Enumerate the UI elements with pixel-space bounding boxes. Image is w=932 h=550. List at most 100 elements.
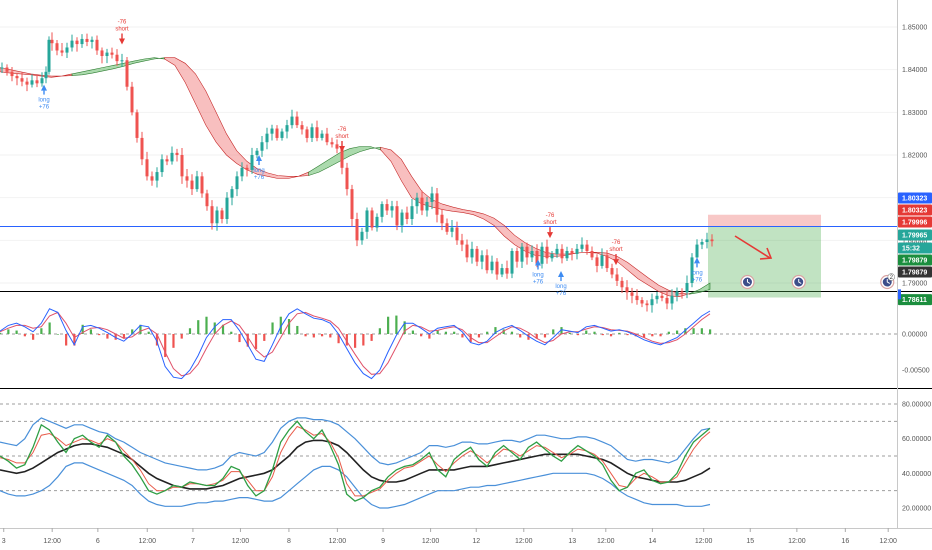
macd-histogram-bar xyxy=(296,325,299,334)
long-signal[interactable]: long+76 xyxy=(253,155,265,181)
candle-body xyxy=(70,40,74,48)
price-tick-label: 1.84000 xyxy=(902,67,927,74)
candle-body xyxy=(610,268,614,275)
candle-body xyxy=(40,78,44,84)
candle-body xyxy=(90,39,94,42)
price-tag-label: 1.80323 xyxy=(902,196,927,203)
long-signal-label: long xyxy=(691,270,702,276)
time-label: 9 xyxy=(381,538,385,545)
candle-body xyxy=(30,80,34,85)
arrow-up-icon xyxy=(694,257,700,264)
rsi-baseline xyxy=(0,439,711,490)
candle-body xyxy=(130,86,134,113)
candle-body xyxy=(55,43,59,51)
candle-body xyxy=(300,125,304,130)
macd-histogram-bar xyxy=(601,334,604,336)
arrow-down-icon xyxy=(547,232,553,239)
macd-histogram-bar xyxy=(221,324,225,334)
macd-histogram-bar xyxy=(651,334,654,337)
macd-histogram-bar xyxy=(552,329,555,334)
time-label: 12:00 xyxy=(138,538,156,545)
macd-histogram-bar xyxy=(106,334,109,339)
position-reward-zone[interactable] xyxy=(708,226,821,298)
price-tag-red[interactable]: 1.80323 xyxy=(898,204,932,216)
candle-body xyxy=(695,244,699,258)
time-label: 12:00 xyxy=(597,538,615,545)
short-signal-label: -76 xyxy=(338,127,347,133)
rsi-panel[interactable] xyxy=(0,403,897,509)
macd-panel[interactable] xyxy=(0,308,897,380)
macd-histogram-bar xyxy=(213,322,216,334)
macd-histogram-bar xyxy=(675,330,679,334)
candle-body xyxy=(120,60,124,62)
candle-body xyxy=(185,176,189,181)
time-label: 14 xyxy=(649,538,657,545)
price-tag-teal[interactable]: 1.79965 xyxy=(898,229,932,241)
time-scale[interactable]: 3 12:00 6 12:00 7 12:00 8 12:00 9 12:00 12 12:00 13 1… xyxy=(2,528,897,545)
candle-body xyxy=(450,227,454,232)
projection-arrow[interactable] xyxy=(734,235,771,259)
candle-body xyxy=(235,176,239,190)
long-signal-label: +76 xyxy=(533,280,544,286)
candle-body xyxy=(480,255,484,262)
candle-body xyxy=(330,142,334,145)
price-tag-dark[interactable]: 1.79879 xyxy=(898,266,932,278)
long-signal[interactable]: long+76 xyxy=(38,84,50,111)
macd-histogram-bar xyxy=(345,334,348,346)
macd-histogram-bar xyxy=(65,334,68,346)
event-marker[interactable] xyxy=(740,274,755,290)
candle-body xyxy=(370,210,374,228)
candle-body xyxy=(400,212,404,226)
event-marker[interactable]: 2 xyxy=(880,273,895,290)
price-tag-blue[interactable]: 1.80323 xyxy=(898,192,932,204)
candle-body xyxy=(505,268,509,274)
candle-body xyxy=(670,295,674,304)
candle-body xyxy=(460,240,464,245)
long-signal[interactable]: long+76 xyxy=(691,257,703,283)
macd-histogram-bar xyxy=(370,334,373,341)
candle-body xyxy=(220,210,224,219)
candle-body xyxy=(295,116,299,126)
candle-body xyxy=(47,39,51,72)
candle-body xyxy=(700,242,704,245)
position-risk-zone[interactable] xyxy=(708,214,821,227)
rsi-tick-label: 20.00000 xyxy=(902,506,931,513)
macd-histogram-bar xyxy=(667,331,670,334)
cloud-bullish xyxy=(689,282,711,295)
macd-histogram-bar xyxy=(684,328,687,334)
price-tag-green[interactable]: 1.78611 xyxy=(898,294,932,306)
macd-histogram-bar xyxy=(180,334,183,339)
price-scale[interactable]: 1.850001.840001.830001.820001.810001.800… xyxy=(898,25,932,513)
candle-body xyxy=(660,295,664,298)
price-tag-teal[interactable]: 15:32 xyxy=(898,242,932,254)
macd-histogram-bar xyxy=(320,334,324,337)
candle-body xyxy=(230,189,234,198)
candle-body xyxy=(630,292,634,296)
candle-body xyxy=(345,167,349,190)
rsi-band-upper xyxy=(0,417,711,471)
time-label: 12:00 xyxy=(695,538,713,545)
event-markers[interactable]: 2 xyxy=(740,273,895,290)
rsi-line xyxy=(0,420,711,502)
price-tag-red[interactable]: 1.79996 xyxy=(898,216,932,228)
rsi-signal-line xyxy=(0,425,711,497)
macd-histogram-bar xyxy=(114,334,117,340)
price-tag-label: 1.79996 xyxy=(902,220,927,227)
event-marker[interactable] xyxy=(791,274,806,290)
time-label: 6 xyxy=(96,538,100,545)
price-tick-label: 1.83000 xyxy=(902,110,927,117)
macd-histogram-bar xyxy=(502,329,505,334)
candle-body xyxy=(285,125,289,132)
long-signal-label: long xyxy=(532,273,543,279)
arrow-up-icon xyxy=(535,259,541,266)
long-signal[interactable]: long+76 xyxy=(532,259,544,286)
candle-body xyxy=(10,71,14,77)
candle-body xyxy=(445,223,449,232)
long-signal[interactable]: long+76 xyxy=(555,271,567,297)
price-tag-green[interactable]: 1.79879 xyxy=(898,254,932,266)
